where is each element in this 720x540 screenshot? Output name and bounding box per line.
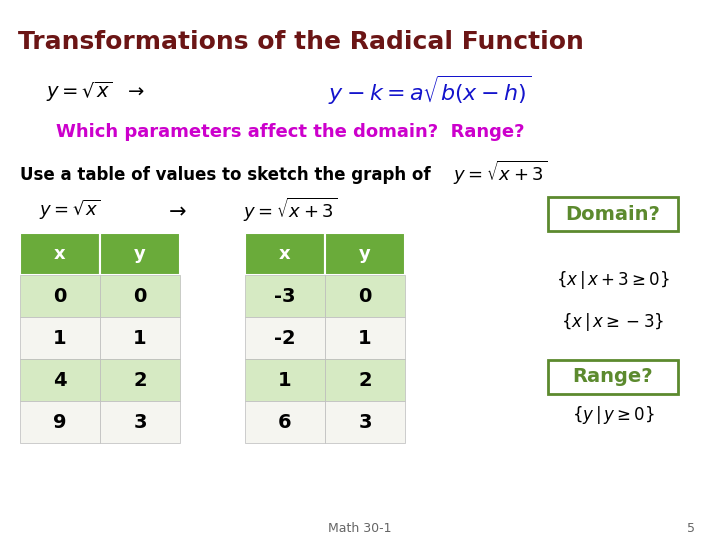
- Bar: [100, 317, 180, 359]
- Bar: [325, 359, 405, 401]
- Text: y: y: [134, 245, 146, 263]
- Text: 1: 1: [53, 328, 67, 348]
- Bar: [20, 275, 100, 317]
- Bar: [20, 317, 100, 359]
- Bar: [100, 275, 180, 317]
- Bar: [325, 401, 405, 443]
- Bar: [100, 233, 180, 275]
- Bar: [245, 317, 325, 359]
- Text: 6: 6: [278, 413, 292, 431]
- Bar: [325, 233, 405, 275]
- Bar: [245, 401, 325, 443]
- Bar: [100, 401, 180, 443]
- Text: Which parameters affect the domain?  Range?: Which parameters affect the domain? Rang…: [55, 123, 524, 141]
- Text: 3: 3: [133, 413, 147, 431]
- Text: 0: 0: [53, 287, 67, 306]
- Bar: [20, 233, 100, 275]
- Text: 0: 0: [359, 287, 372, 306]
- Text: Domain?: Domain?: [566, 205, 660, 224]
- Text: -2: -2: [274, 328, 296, 348]
- Bar: [245, 275, 325, 317]
- Bar: [245, 359, 325, 401]
- Text: $\{x\,|\,x+3\geq 0\}$: $\{x\,|\,x+3\geq 0\}$: [556, 269, 670, 291]
- Text: 1: 1: [278, 370, 292, 389]
- Text: $y - k = a\sqrt{b(x - h)}$: $y - k = a\sqrt{b(x - h)}$: [328, 73, 531, 107]
- Text: $y = \sqrt{x}$: $y = \sqrt{x}$: [39, 198, 101, 222]
- Text: 4: 4: [53, 370, 67, 389]
- Text: 3: 3: [359, 413, 372, 431]
- Text: x: x: [279, 245, 291, 263]
- Text: 2: 2: [358, 370, 372, 389]
- Bar: [245, 233, 325, 275]
- Bar: [548, 197, 678, 231]
- Text: $y = \sqrt{x+3}$: $y = \sqrt{x+3}$: [243, 196, 337, 224]
- Text: Range?: Range?: [572, 368, 653, 387]
- Text: $\{y\,|\,y\geq 0\}$: $\{y\,|\,y\geq 0\}$: [572, 404, 654, 426]
- Text: 1: 1: [133, 328, 147, 348]
- Text: 0: 0: [133, 287, 147, 306]
- Bar: [325, 317, 405, 359]
- Text: y: y: [359, 245, 371, 263]
- Bar: [20, 401, 100, 443]
- Text: $\{x\,|\,x\geq -3\}$: $\{x\,|\,x\geq -3\}$: [562, 311, 665, 333]
- Text: Use a table of values to sketch the graph of: Use a table of values to sketch the grap…: [20, 166, 431, 184]
- Text: $\rightarrow$: $\rightarrow$: [163, 200, 186, 220]
- Text: Transformations of the Radical Function: Transformations of the Radical Function: [18, 30, 584, 54]
- Text: $y = \sqrt{x+3}$: $y = \sqrt{x+3}$: [453, 159, 547, 187]
- Text: 2: 2: [133, 370, 147, 389]
- Bar: [100, 359, 180, 401]
- Bar: [548, 360, 678, 394]
- Text: Math 30-1: Math 30-1: [328, 522, 392, 535]
- Text: -3: -3: [274, 287, 296, 306]
- Bar: [325, 233, 405, 275]
- Text: x: x: [54, 245, 66, 263]
- Text: $y = \sqrt{x}\ \ \rightarrow$: $y = \sqrt{x}\ \ \rightarrow$: [45, 80, 144, 104]
- Bar: [20, 233, 100, 275]
- Bar: [100, 233, 180, 275]
- Text: 5: 5: [687, 522, 695, 535]
- Bar: [245, 233, 325, 275]
- Bar: [20, 359, 100, 401]
- Bar: [325, 275, 405, 317]
- Text: 1: 1: [358, 328, 372, 348]
- Text: 9: 9: [53, 413, 67, 431]
